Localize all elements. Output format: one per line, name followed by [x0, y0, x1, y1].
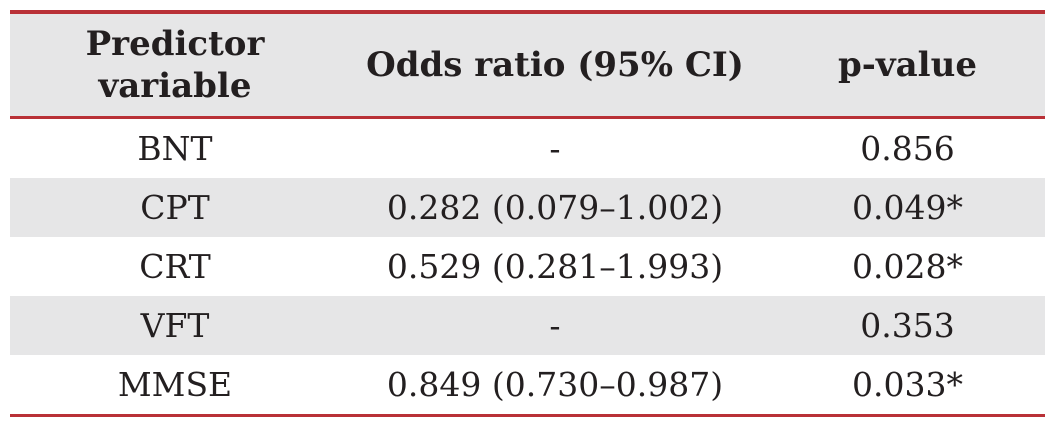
cell-odds-ratio: -	[549, 306, 561, 345]
regression-results-table: Predictor variable Odds ratio (95% CI) p…	[10, 10, 1045, 417]
cell-p-value: 0.033*	[770, 355, 1045, 417]
cell-odds-ratio: -	[549, 129, 561, 168]
cell-predictor: CRT	[139, 247, 211, 286]
cell-predictor: VFT	[140, 306, 210, 345]
cell-p-value: 0.856	[860, 129, 955, 168]
table-header: Predictor variable Odds ratio (95% CI) p…	[10, 10, 1045, 119]
header-predictor-variable: Predictor variable	[10, 10, 340, 119]
cell-odds-ratio: 0.849 (0.730–0.987)	[340, 355, 770, 417]
table-row-vft: VFT - 0.353	[10, 296, 1045, 355]
cell-predictor: BNT	[137, 129, 213, 168]
header-odds-ratio: Odds ratio (95% CI)	[340, 10, 770, 119]
cell-odds-ratio: 0.529 (0.281–1.993)	[386, 247, 724, 286]
cell-predictor: MMSE	[10, 355, 340, 417]
cell-p-value: 0.049*	[852, 188, 963, 227]
table-row-mmse: MMSE 0.849 (0.730–0.987) 0.033*	[10, 355, 1045, 417]
header-row: Predictor variable Odds ratio (95% CI) p…	[10, 10, 1045, 119]
cell-predictor: CPT	[140, 188, 210, 227]
table-body: BNT - 0.856 CPT 0.282 (0.079–1.002) 0.04…	[10, 118, 1045, 417]
header-predictor-label: Predictor variable	[85, 23, 265, 107]
table-row-crt: CRT 0.529 (0.281–1.993) 0.028*	[10, 237, 1045, 296]
cell-p-value: 0.028*	[852, 247, 963, 286]
table-row-cpt: CPT 0.282 (0.079–1.002) 0.049*	[10, 178, 1045, 237]
cell-p-value: 0.353	[860, 306, 955, 345]
cell-odds-ratio: 0.282 (0.079–1.002)	[386, 188, 724, 227]
header-p-value: p-value	[770, 10, 1045, 119]
table-row-bnt: BNT - 0.856	[10, 118, 1045, 179]
page: Predictor variable Odds ratio (95% CI) p…	[10, 10, 1045, 417]
